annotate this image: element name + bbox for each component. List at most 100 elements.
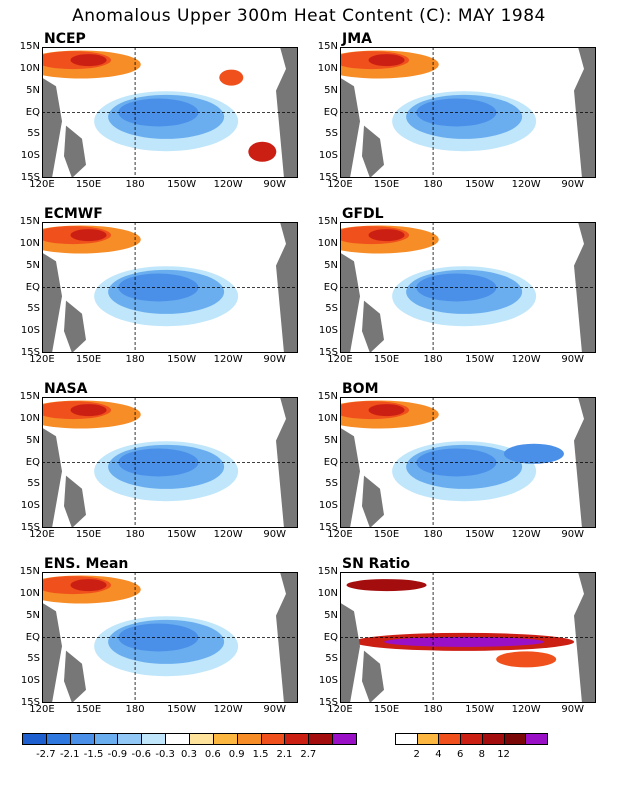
- lat-label: 15N: [19, 41, 40, 52]
- lat-label: 10N: [317, 237, 338, 249]
- colorbar-swatch: [212, 733, 238, 745]
- colorbar-tick: 0.3: [181, 749, 197, 760]
- lat-label: 5S: [27, 653, 40, 665]
- colorbar-tick: 0.9: [228, 749, 245, 760]
- lon-label: 90W: [263, 354, 287, 365]
- colorbar-swatch: [45, 733, 71, 745]
- lat-label: 15S: [20, 347, 40, 358]
- map-plot: [42, 397, 298, 528]
- lon-label: 150W: [465, 354, 495, 365]
- lat-label: 15N: [317, 41, 338, 52]
- lon-label: 120E: [29, 529, 55, 540]
- lon-label: 150W: [167, 179, 197, 190]
- panel-label: ECMWF: [44, 206, 103, 222]
- colorbar-tick: 1.5: [252, 749, 269, 760]
- map-panel-ncep: NCEP 15N 10N 5N EQ 5S 10S 15S 120E 150E 180 150W 120…: [0, 31, 300, 192]
- western-land: [42, 252, 62, 353]
- colorbar-swatch: [503, 733, 527, 745]
- colorbar-tick: -0.3: [155, 749, 175, 760]
- map-plot: [340, 222, 596, 353]
- lat-label: EQ: [323, 106, 338, 118]
- colorbar-swatch: [525, 733, 548, 745]
- colorbar-swatch: [236, 733, 262, 745]
- colorbar-swatch: [93, 733, 119, 745]
- lat-label: 15S: [20, 172, 40, 183]
- colorbar-swatch: [284, 733, 310, 745]
- lat-label: 10S: [20, 675, 40, 687]
- sn-peak: [384, 636, 545, 647]
- map-plot: [42, 222, 298, 353]
- colorbar-tick: -0.9: [107, 749, 128, 760]
- colorbar-tick: 12: [497, 749, 510, 760]
- lat-label: 5N: [26, 434, 40, 446]
- lat-label: 5N: [324, 84, 338, 96]
- lon-label: 180: [423, 529, 443, 540]
- lat-label: 10N: [19, 587, 40, 599]
- lat-label: 10N: [317, 62, 338, 74]
- lat-label: 5N: [324, 434, 338, 446]
- map-frame: [340, 47, 596, 178]
- warm-peak: [70, 229, 107, 242]
- warm-se: [248, 141, 277, 162]
- cold-east: [503, 443, 564, 464]
- colorbar-tick: 0.6: [204, 749, 221, 760]
- lon-label: 120E: [327, 704, 353, 715]
- map-plot: [340, 397, 596, 528]
- panel-label: NASA: [44, 381, 88, 397]
- western-land: [42, 77, 62, 178]
- western-land: [42, 602, 62, 703]
- colorbar-tick: 6: [456, 749, 464, 760]
- map-frame: [42, 397, 298, 528]
- western-land: [340, 77, 360, 178]
- sn-west: [346, 579, 427, 592]
- new-guinea-land: [362, 125, 384, 178]
- map-panel-bom: BOM 15N 10N 5N EQ 5S 10S 15S 120E 150E 180 150W 120W…: [298, 381, 598, 542]
- map-frame: [340, 397, 596, 528]
- panel-label: NCEP: [44, 31, 86, 47]
- lat-label: 5S: [27, 478, 40, 490]
- lat-label: 15N: [317, 391, 338, 402]
- lat-label: 5N: [324, 259, 338, 271]
- lon-label: 150E: [373, 354, 400, 365]
- lat-label: 10S: [318, 325, 338, 337]
- warm-peak: [70, 579, 107, 592]
- lat-label: 5S: [325, 303, 338, 315]
- lon-label: 150E: [75, 179, 102, 190]
- lon-label: 150W: [167, 704, 197, 715]
- lon-label: 120E: [327, 354, 353, 365]
- western-land: [42, 427, 62, 528]
- map-frame: [340, 222, 596, 353]
- lat-label: 15N: [19, 216, 40, 227]
- colorbar-swatch: [69, 733, 95, 745]
- new-guinea-land: [64, 475, 86, 528]
- western-land: [340, 427, 360, 528]
- map-plot: [42, 47, 298, 178]
- lon-label: 180: [423, 354, 443, 365]
- lat-label: EQ: [323, 281, 338, 293]
- panel-label: GFDL: [342, 206, 384, 222]
- lon-label: 150E: [75, 354, 102, 365]
- warm-peak: [368, 404, 405, 417]
- colorbar-tick: 8: [478, 749, 486, 760]
- warm-peak: [368, 229, 405, 242]
- lon-label: 150W: [167, 354, 197, 365]
- colorbar-tick: 2.1: [276, 749, 293, 760]
- lon-label: 90W: [561, 179, 585, 190]
- lon-label: 150E: [373, 529, 400, 540]
- lon-label: 90W: [263, 704, 287, 715]
- lon-label: 120W: [511, 704, 541, 715]
- lat-label: 10N: [19, 412, 40, 424]
- lon-label: 120W: [511, 179, 541, 190]
- colorbar-tick: -0.6: [131, 749, 152, 760]
- lon-label: 150W: [167, 529, 197, 540]
- map-panel-jma: JMA 15N 10N 5N EQ 5S 10S 15S 120E 150E 180 150W 120W…: [298, 31, 598, 192]
- colorbar-swatch: [260, 733, 286, 745]
- lat-label: 5N: [26, 259, 40, 271]
- lat-label: 5S: [27, 303, 40, 315]
- panel-label: BOM: [342, 381, 379, 397]
- lon-label: 120W: [213, 529, 243, 540]
- colorbar-swatch: [308, 733, 334, 745]
- colorbar-swatch: [117, 733, 143, 745]
- lat-label: 10S: [318, 500, 338, 512]
- lon-label: 120W: [213, 704, 243, 715]
